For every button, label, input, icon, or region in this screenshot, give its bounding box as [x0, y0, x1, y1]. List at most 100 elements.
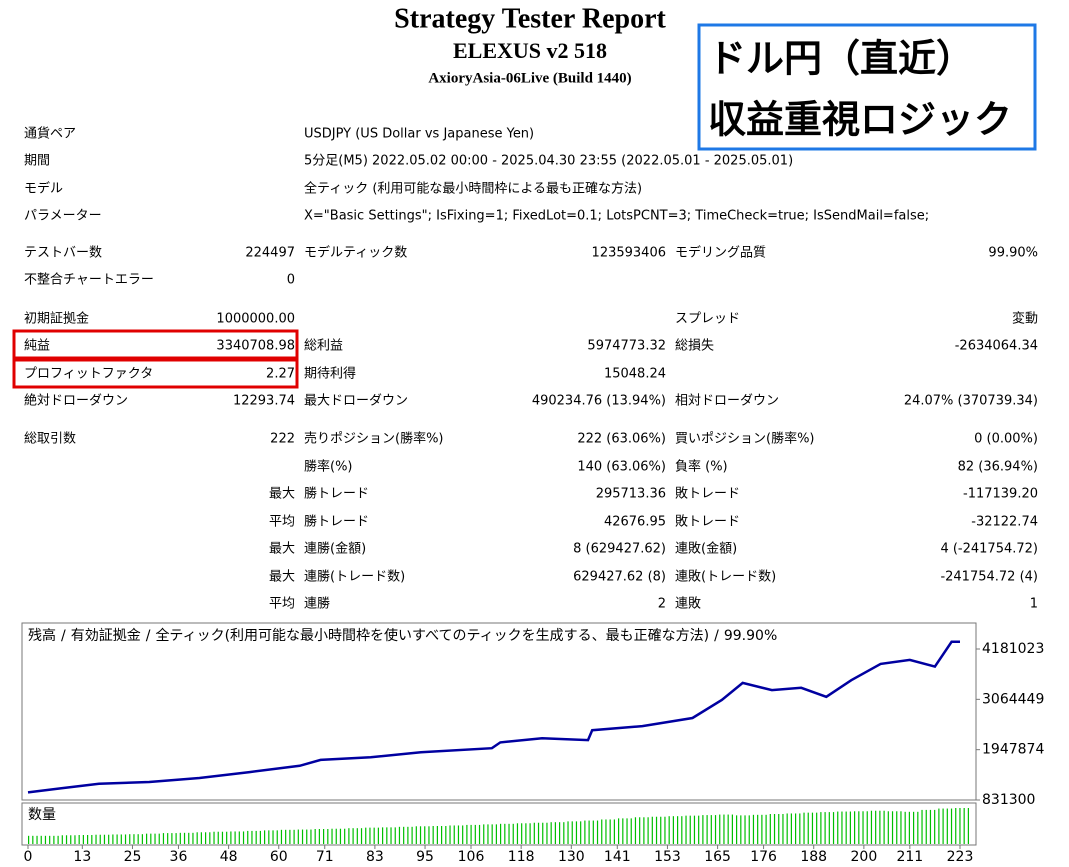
volume-bar	[137, 834, 139, 844]
volume-bar	[209, 832, 211, 844]
volume-bar	[32, 835, 34, 844]
volume-bar	[495, 824, 497, 844]
volume-bar	[339, 828, 342, 844]
volume-bar	[512, 823, 514, 844]
legend-quality: 99.90%	[724, 628, 777, 644]
field-value: 1000000.00	[216, 312, 295, 327]
field-value: X="Basic Settings"; IsFixing=1; FixedLot…	[304, 209, 929, 224]
volume-bar	[698, 815, 700, 844]
volume-bar	[301, 829, 304, 844]
field-label: モデリング品質	[675, 245, 766, 261]
volume-bar	[765, 814, 767, 844]
volume-bar	[335, 828, 337, 844]
volume-bar	[537, 822, 540, 844]
volume-bar	[453, 825, 455, 844]
volume-bar	[618, 818, 620, 844]
volume-bar	[588, 820, 590, 844]
volume-bar	[773, 814, 776, 844]
field-label: 買いポジション(勝率%)	[675, 431, 815, 447]
volume-bar	[40, 835, 42, 844]
x-tick-label: 130	[558, 849, 585, 865]
volume-bar	[908, 811, 910, 844]
field-label: モデルティック数	[304, 245, 407, 261]
volume-bar	[672, 816, 674, 844]
volume-bar	[234, 831, 236, 844]
volume-bar	[904, 811, 906, 844]
volume-bar	[179, 832, 181, 844]
volume-bar	[57, 835, 59, 844]
field-label: 純益	[24, 339, 50, 354]
field-value: 2.27	[266, 367, 295, 382]
volume-bar	[630, 818, 632, 844]
field-value: 99.90%	[988, 246, 1038, 261]
volume-bar	[200, 832, 202, 844]
volume-bar	[445, 826, 447, 844]
volume-bar	[921, 809, 923, 844]
volume-bar	[748, 815, 750, 844]
volume-bar	[116, 834, 118, 844]
volume-bar	[596, 820, 599, 844]
field-value: 295713.36	[596, 487, 666, 502]
volume-bar	[297, 829, 299, 844]
volume-bar	[411, 826, 413, 844]
volume-bar	[457, 825, 460, 844]
volume-bar	[550, 822, 552, 844]
volume-bar	[655, 816, 658, 844]
field-value: 224497	[245, 246, 295, 261]
volume-bar	[799, 813, 801, 844]
volume-bar	[247, 830, 249, 844]
legend-separator: /	[714, 628, 719, 644]
field-label: 売りポジション(勝率%)	[304, 431, 444, 447]
chart: 4181023 3064449 1947874 831300 0 13 25 36 48 60 71…	[24, 627, 1045, 865]
volume-bar	[424, 826, 426, 844]
field-label: 相対ドローダウン	[675, 394, 779, 409]
field-value: -241754.72 (4)	[940, 570, 1038, 585]
volume-label: 数量	[28, 807, 56, 823]
volume-bar	[824, 812, 826, 844]
field-label: 連勝(金額)	[304, 541, 366, 557]
volume-bar	[264, 830, 266, 844]
volume-bar	[53, 835, 55, 844]
volume-bar	[398, 826, 401, 844]
volume-bar	[790, 813, 792, 844]
report-subtitle: ELEXUS v2 518	[453, 38, 607, 63]
volume-bar	[449, 825, 451, 844]
volume-bar	[575, 821, 578, 844]
field-label: 負率 (%)	[675, 459, 728, 475]
volume-bar	[70, 835, 72, 844]
legend-entry: 有効証拠金	[71, 628, 141, 644]
volume-bar	[61, 835, 63, 844]
volume-bar	[858, 811, 860, 844]
volume-bar	[955, 808, 957, 844]
volume-bar	[487, 824, 489, 844]
volume-bar	[744, 815, 746, 844]
volume-bar	[112, 834, 114, 844]
volume-bar	[626, 818, 628, 844]
volume-bar	[879, 810, 881, 844]
volume-bar	[601, 819, 603, 844]
volume-bar	[217, 831, 219, 844]
volume-bar	[36, 835, 38, 844]
volume-bar	[146, 833, 148, 844]
volume-bar	[419, 826, 422, 844]
volume-bar	[285, 829, 287, 844]
field-label: 連敗(トレード数)	[675, 570, 776, 585]
volume-bar	[554, 822, 556, 844]
volume-bar	[521, 823, 523, 844]
volume-bar	[942, 808, 944, 844]
volume-bar	[196, 832, 198, 844]
field-label: パラメーター	[24, 209, 102, 224]
volume-bar	[950, 808, 953, 844]
volume-bar	[559, 822, 561, 844]
volume-bar	[154, 833, 156, 844]
highlight-box	[12, 358, 299, 389]
volume-bar	[803, 812, 805, 844]
volume-bar	[571, 821, 573, 844]
volume-bar	[344, 828, 346, 844]
volume-bar	[609, 819, 611, 844]
volume-bar	[710, 815, 712, 844]
x-tick-label: 200	[851, 849, 878, 865]
volume-bar	[900, 811, 902, 844]
field-label: 初期証拠金	[24, 311, 89, 327]
volume-bar	[491, 824, 493, 844]
